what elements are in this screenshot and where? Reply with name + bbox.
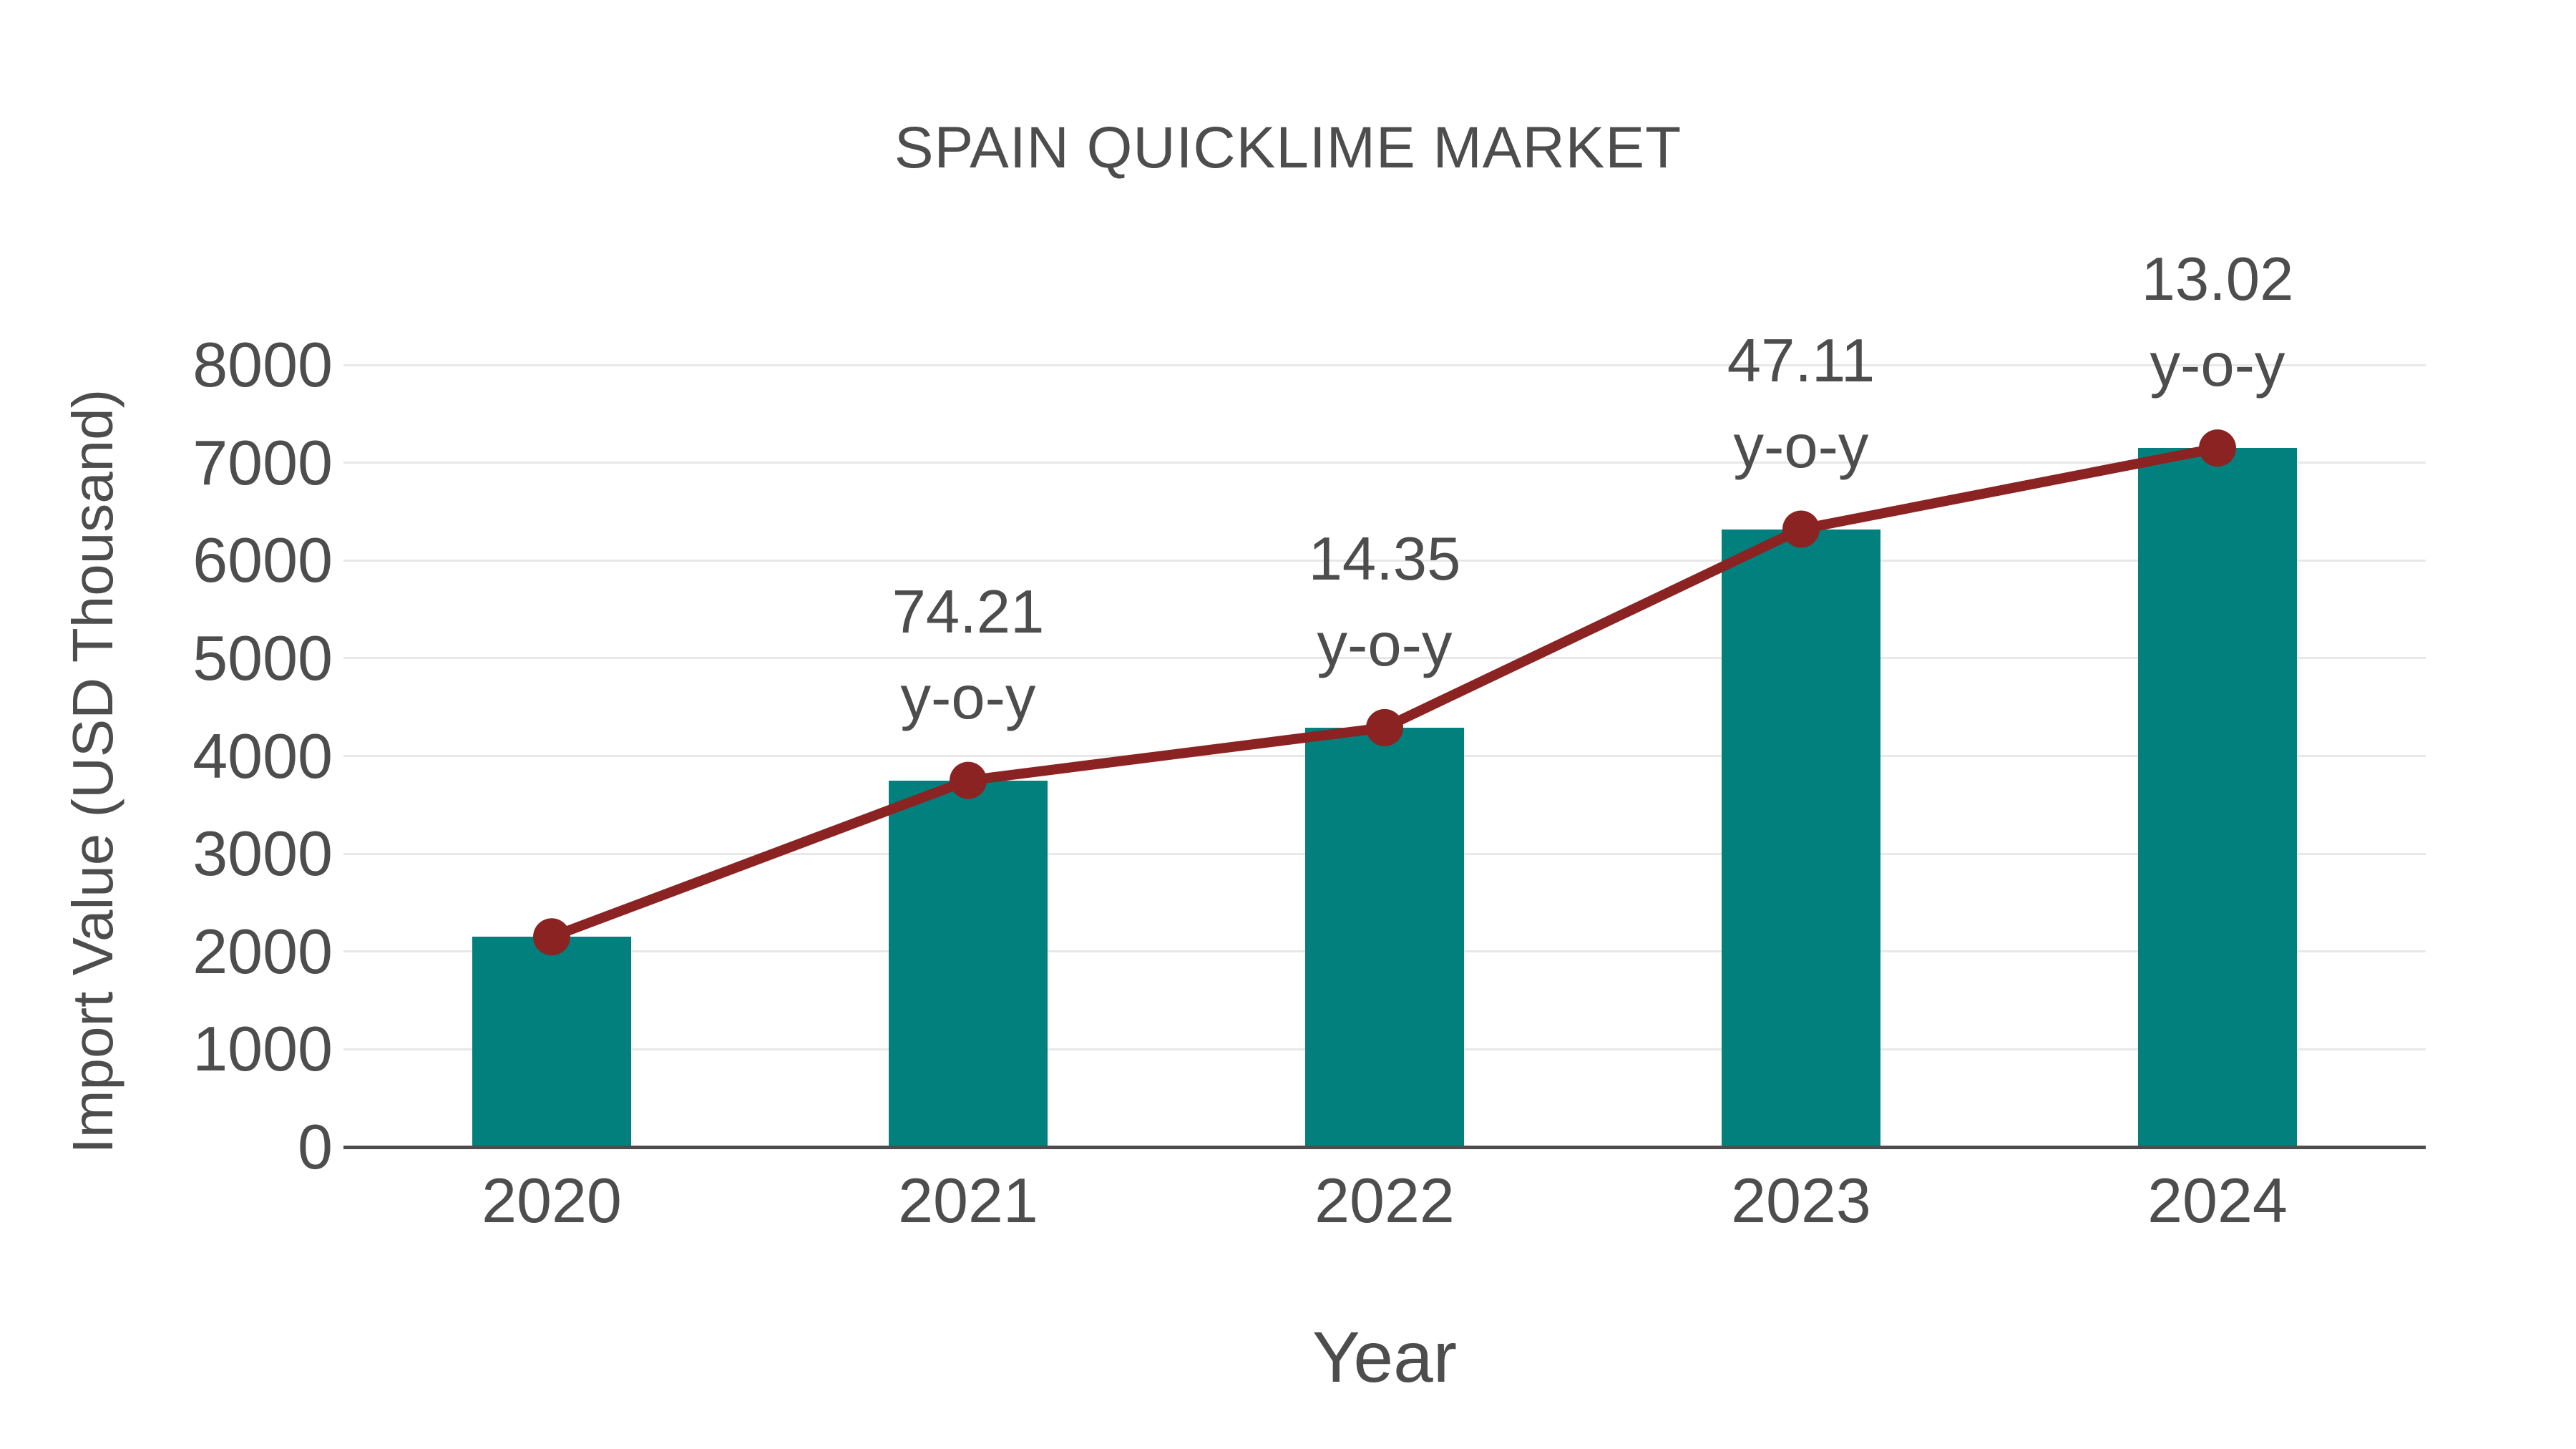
line-marker-2020: [533, 918, 570, 956]
y-tick-label: 6000: [192, 525, 333, 596]
chart-title: SPAIN QUICKLIME MARKET: [894, 115, 1682, 180]
gridline-6000: [343, 559, 2426, 562]
yoy-annotation-2021: 74.21 y-o-y: [892, 577, 1045, 732]
y-tick-label: 8000: [192, 329, 333, 400]
bar-2020: [472, 937, 631, 1147]
y-tick-label: 1000: [192, 1013, 333, 1085]
y-tick-label: 5000: [192, 622, 333, 693]
y-tick-label: 7000: [192, 426, 333, 498]
y-tick-label: 3000: [192, 818, 333, 889]
x-tick-label-2020: 2020: [482, 1165, 622, 1236]
line-marker-2023: [1782, 510, 1820, 548]
yoy-annotation-2022: 14.35 y-o-y: [1308, 525, 1461, 679]
y-tick-label: 0: [298, 1111, 333, 1182]
x-tick-label-2023: 2023: [1731, 1165, 1871, 1236]
gridline-5000: [343, 657, 2426, 660]
line-marker-2021: [950, 761, 987, 799]
y-tick-label: 4000: [192, 720, 333, 791]
yoy-annotation-2023: 47.11 y-o-y: [1727, 326, 1875, 481]
x-tick-label-2021: 2021: [898, 1165, 1038, 1236]
yoy-annotation-2024: 13.02 y-o-y: [2141, 245, 2294, 400]
x-tick-label-2024: 2024: [2147, 1165, 2288, 1236]
x-axis-title: Year: [1312, 1317, 1458, 1397]
line-marker-2022: [1366, 708, 1403, 746]
bar-2021: [889, 780, 1048, 1147]
bar-2022: [1305, 727, 1464, 1147]
gridline-8000: [343, 364, 2426, 366]
x-axis-line: [343, 1146, 2426, 1149]
bar-2024: [2138, 448, 2297, 1147]
line-marker-2024: [2199, 429, 2236, 467]
x-tick-label-2022: 2022: [1314, 1165, 1455, 1236]
bar-2023: [1722, 529, 1880, 1147]
gridline-7000: [343, 462, 2426, 464]
y-tick-label: 2000: [192, 915, 333, 987]
